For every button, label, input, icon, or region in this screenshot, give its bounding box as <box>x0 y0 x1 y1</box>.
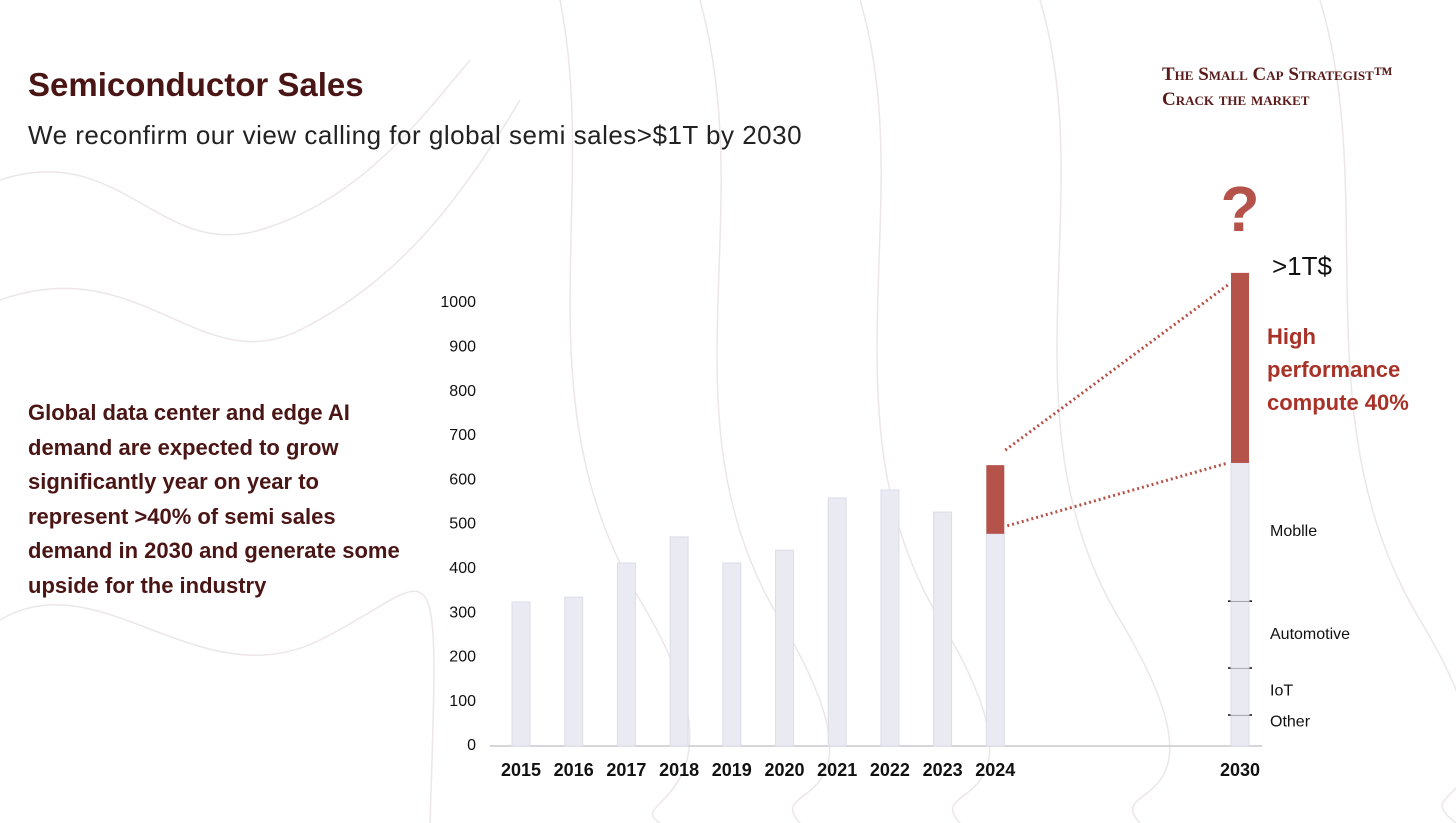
bar-segment <box>1230 667 1250 716</box>
y-tick-label: 800 <box>449 383 476 400</box>
segment-label: Moblle <box>1270 523 1317 540</box>
x-tick-label: 2021 <box>817 760 857 780</box>
y-tick-label: 400 <box>449 560 476 577</box>
brand-name: The Small Cap Strategist™ <box>1162 64 1393 85</box>
y-tick-label: 600 <box>449 471 476 488</box>
y-tick-label: 500 <box>449 516 476 533</box>
bar <box>722 562 742 747</box>
x-tick-label: 2016 <box>554 760 594 780</box>
x-tick-label: 2015 <box>501 760 541 780</box>
annotation: ? <box>1220 173 1259 245</box>
y-tick-label: 100 <box>449 693 476 710</box>
x-tick-label: 2030 <box>1220 760 1260 780</box>
subtitle: We reconfirm our view calling for global… <box>28 120 803 150</box>
y-tick-label: 300 <box>449 604 476 621</box>
bar <box>986 465 1005 534</box>
bar-segment <box>1231 272 1249 463</box>
bar <box>669 536 689 747</box>
connector <box>1004 283 1229 452</box>
x-tick-label: 2024 <box>975 760 1015 780</box>
segment-label: IoT <box>1270 683 1293 700</box>
title: Semiconductor Sales <box>28 66 364 103</box>
x-tick-label: 2023 <box>923 760 963 780</box>
bar <box>985 533 1005 747</box>
bar-segment <box>1230 462 1250 602</box>
x-tick-label: 2019 <box>712 760 752 780</box>
bar <box>511 601 531 747</box>
annotation: >1T$ <box>1272 251 1333 281</box>
bar <box>933 511 953 747</box>
x-tick-label: 2022 <box>870 760 910 780</box>
connector <box>1006 461 1229 528</box>
segment-label: High performance compute 40% <box>1267 324 1409 415</box>
bar-segment <box>1230 714 1250 747</box>
bar-segment <box>1230 600 1250 669</box>
bar <box>564 596 584 747</box>
segment-label: Automotive <box>1270 626 1350 643</box>
bar <box>880 489 900 747</box>
y-tick-label: 900 <box>449 339 476 356</box>
brand-tagline: Crack the market <box>1162 89 1310 110</box>
y-tick-label: 200 <box>449 649 476 666</box>
bar <box>616 562 636 747</box>
x-tick-label: 2017 <box>606 760 646 780</box>
y-tick-label: 700 <box>449 427 476 444</box>
bar <box>827 497 847 747</box>
body-text: Global data center and edge AI demand ar… <box>28 400 400 598</box>
y-tick-label: 0 <box>467 737 476 754</box>
x-tick-label: 2018 <box>659 760 699 780</box>
y-tick-label: 1000 <box>440 294 476 311</box>
x-tick-label: 2020 <box>764 760 804 780</box>
bar <box>775 549 794 747</box>
segment-label: Other <box>1270 714 1311 731</box>
